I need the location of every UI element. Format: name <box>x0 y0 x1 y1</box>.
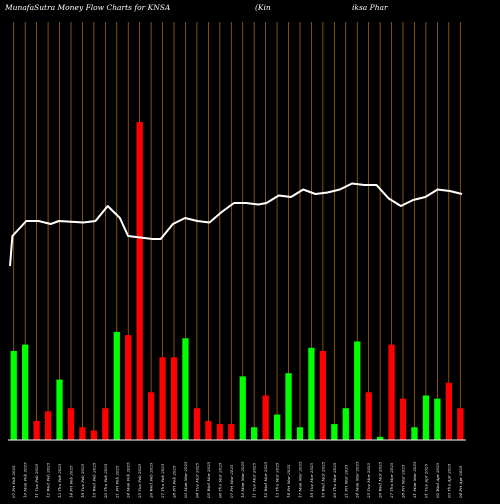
x-tick-label: 31 Mon Mar 2025 <box>412 461 417 498</box>
bar <box>239 376 246 440</box>
x-tick-label: 28 Fri Mar 2025 <box>401 464 406 499</box>
bar <box>228 424 235 440</box>
x-tick-label: 19 Wed Mar 2025 <box>320 461 325 498</box>
x-tick-label: 28 Fri Feb 2025 <box>172 465 177 499</box>
chart-subtitle-part-1: (Kin <box>255 3 271 12</box>
bar <box>56 379 63 440</box>
bar <box>205 420 212 440</box>
x-tick-label: 01 Tue Apr 2025 <box>423 463 428 498</box>
x-tick-label: 06 Thu Mar 2025 <box>217 462 222 498</box>
x-tick-label: 03 Mon Mar 2025 <box>183 461 188 498</box>
x-tick-label: 11 Tue Feb 2025 <box>34 463 39 498</box>
x-tick-label: 17 Mon Mar 2025 <box>297 461 302 498</box>
bar <box>457 408 464 440</box>
bar <box>251 427 258 440</box>
bar <box>136 122 143 440</box>
x-tick-label: 20 Thu Mar 2025 <box>332 462 337 499</box>
bar <box>342 408 349 440</box>
x-tick-label: 12 Wed Feb 2025 <box>46 462 51 498</box>
bar <box>113 331 120 440</box>
x-tick-label: 05 Wed Mar 2025 <box>206 461 211 498</box>
x-tick-label: 19 Wed Feb 2025 <box>91 462 96 498</box>
bar <box>422 395 430 440</box>
x-tick-label: 14 Fri Feb 2025 <box>68 465 73 498</box>
bar <box>262 395 269 440</box>
x-tick-label: 18 Tue Feb 2025 <box>80 463 85 498</box>
bar <box>273 414 281 440</box>
x-tick-label: 27 Thu Mar 2025 <box>389 462 394 499</box>
bar <box>296 427 304 440</box>
bars <box>8 122 466 441</box>
bar <box>388 344 395 440</box>
bar <box>319 350 327 440</box>
bar <box>147 392 155 440</box>
x-tick-label: 07 Fri Feb 2025 <box>11 465 16 498</box>
x-tick-label: 12 Wed Mar 2025 <box>263 461 268 498</box>
flow-line <box>9 182 463 267</box>
x-tick-label: 24 Mon Mar 2025 <box>355 461 360 499</box>
bar <box>102 408 109 440</box>
bar <box>170 357 178 440</box>
x-tick-label: 11 Tue Mar 2025 <box>252 462 257 498</box>
bar <box>434 398 441 440</box>
bar <box>44 411 52 440</box>
bar <box>22 344 29 440</box>
bar <box>216 424 223 440</box>
x-tick-label: 04 Fri Apr 2025 <box>458 465 463 498</box>
x-tick-label: 13 Thu Feb 2025 <box>57 463 62 498</box>
x-tick-label: 20 Thu Feb 2025 <box>103 463 108 499</box>
x-tick-label: 10 Mon Mar 2025 <box>240 461 245 498</box>
tick-labels: 07 Fri Feb 2025 10 Mon Feb 2025 11 Tue Feb… <box>11 461 463 499</box>
x-tick-label: 13 Thu Mar 2025 <box>275 462 280 498</box>
bar <box>285 373 292 440</box>
bar <box>33 420 40 440</box>
x-tick-label: 26 Wed Feb 2025 <box>149 462 154 499</box>
x-tick-label: 25 Tue Feb 2025 <box>137 463 142 499</box>
x-tick-label: 02 Wed Apr 2025 <box>435 462 440 498</box>
chart-subtitle-part-2: iksa Phar <box>352 3 388 12</box>
bar <box>354 341 361 440</box>
bar <box>79 427 86 440</box>
bar <box>376 436 384 440</box>
bar <box>182 338 189 440</box>
x-tick-label: 21 Fri Mar 2025 <box>343 464 348 499</box>
x-tick-label: 21 Fri Feb 2025 <box>114 465 119 499</box>
x-tick-label: 10 Mon Feb 2025 <box>23 462 28 498</box>
bar <box>445 382 452 440</box>
x-tick-label: 18 Tue Mar 2025 <box>309 462 314 498</box>
bar <box>125 335 132 440</box>
bar <box>90 430 98 440</box>
bar <box>411 427 418 440</box>
bar <box>193 408 201 440</box>
flow-line-path <box>9 182 463 267</box>
x-tick-label: 26 Wed Mar 2025 <box>378 461 383 499</box>
x-tick-label: 27 Thu Feb 2025 <box>160 463 165 499</box>
x-tick-label: 04 Tue Mar 2025 <box>194 462 199 498</box>
bar <box>399 398 407 440</box>
bar <box>365 392 372 440</box>
x-tick-label: 07 Fri Mar 2025 <box>229 464 234 498</box>
bar <box>308 347 315 440</box>
x-tick-label: 03 Thu Apr 2025 <box>446 463 451 498</box>
bar <box>67 408 75 440</box>
chart-title: MunafaSutra Money Flow Charts for KNSA <box>4 3 171 12</box>
bar <box>331 424 338 440</box>
bar <box>159 357 166 440</box>
bar <box>10 350 17 440</box>
x-tick-label: 25 Tue Mar 2025 <box>366 462 371 499</box>
x-tick-label: 24 Mon Feb 2025 <box>126 462 131 499</box>
x-tick-label: 14 Fri Mar 2025 <box>286 464 291 498</box>
